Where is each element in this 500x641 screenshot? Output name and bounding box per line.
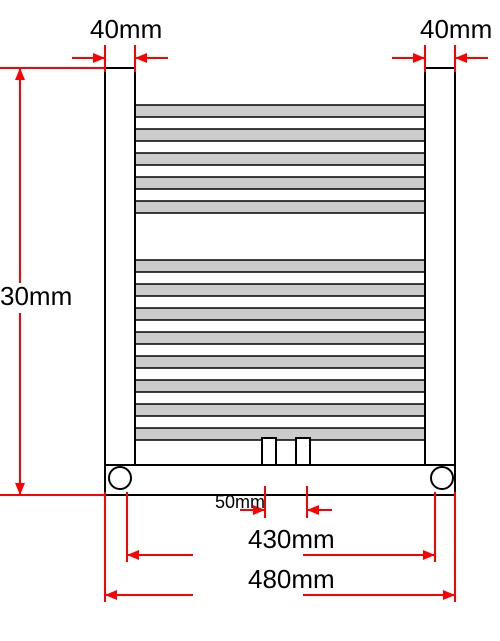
radiator-post [105,68,135,495]
radiator-rung [135,153,425,165]
dimension-width-480-label: 480mm [248,564,335,594]
radiator-rung [135,308,425,320]
dimension-height-label: 30mm [0,281,72,311]
dimension-top-left-40-label: 40mm [90,14,162,44]
radiator-base [105,465,455,495]
radiator-rung [135,332,425,344]
radiator-rung [135,105,425,117]
radiator-rung [135,284,425,296]
radiator-rung [135,177,425,189]
radiator-rung [135,260,425,272]
radiator-rung [135,129,425,141]
valve-circle [109,467,131,489]
radiator-rung [135,356,425,368]
radiator-rung [135,404,425,416]
radiator-rung [135,380,425,392]
radiator-rung [135,201,425,213]
radiator-rung [135,428,425,440]
radiator-post [425,68,455,495]
dimension-pipe-50-label: 50mm [215,492,265,512]
valve-circle [431,467,453,489]
dimension-top-right-40-label: 40mm [420,14,492,44]
dimension-width-430-label: 430mm [248,524,335,554]
